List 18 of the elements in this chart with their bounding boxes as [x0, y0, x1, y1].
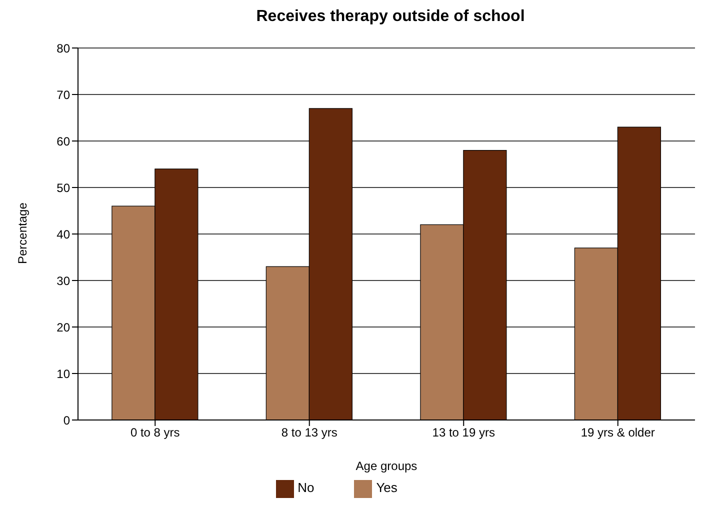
y-tick-label: 50 — [56, 180, 70, 195]
y-tick-label: 70 — [56, 88, 70, 102]
legend-label: No — [298, 480, 314, 496]
x-tick-label: 19 yrs & older — [580, 426, 655, 440]
y-tick-label: 20 — [56, 320, 70, 334]
y-tick-label: 10 — [56, 366, 70, 381]
y-tick-label: 30 — [56, 274, 70, 288]
x-tick-label: 13 to 19 yrs — [432, 426, 495, 440]
legend-label: Yes — [376, 480, 398, 496]
y-tick-label: 0 — [63, 413, 70, 428]
x-tick-label: 8 to 13 yrs — [281, 426, 338, 440]
chart-title: Receives therapy outside of school — [255, 8, 526, 27]
x-tick-label: 0 to 8 yrs — [130, 426, 180, 440]
y-tick-label: 40 — [56, 227, 70, 242]
y-tick-label: 80 — [56, 41, 70, 56]
x-axis-title: Age groups — [356, 459, 418, 473]
y-tick-label: 60 — [56, 134, 70, 148]
y-axis-title: Percentage — [15, 202, 30, 264]
